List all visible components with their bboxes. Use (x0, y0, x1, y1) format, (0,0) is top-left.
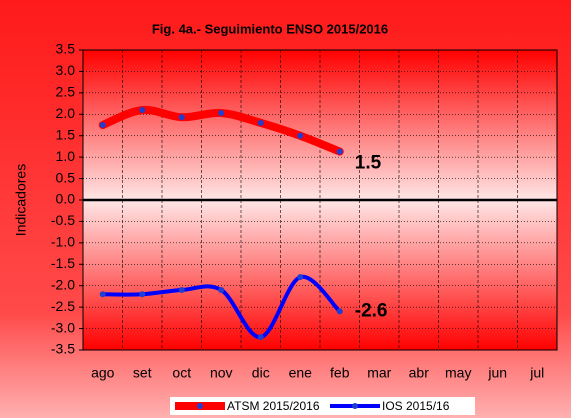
point (178, 287, 185, 293)
y-tick-label: 0.0 (56, 191, 76, 207)
legend-label: ATSM 2015/2016 (227, 399, 320, 413)
legend-label: IOS 2015/16 (382, 399, 450, 413)
point (218, 110, 225, 116)
y-tick-label: -0.5 (51, 212, 75, 228)
y-tick-label: -1.5 (51, 255, 75, 271)
x-tick-label: set (133, 365, 152, 381)
y-tick-label: -2.5 (51, 298, 75, 314)
x-tick-label: mar (367, 365, 391, 381)
point (139, 107, 146, 113)
point (139, 291, 146, 298)
y-tick-label: -1.0 (51, 234, 75, 250)
y-tick-label: 1.0 (56, 148, 76, 164)
point (178, 114, 185, 121)
y-tick-label: 0.5 (56, 169, 76, 185)
point (336, 308, 343, 315)
y-axis-label: Indicadores (13, 164, 29, 236)
y-tick-label: -3.5 (51, 341, 75, 357)
annotation: 1.5 (355, 153, 382, 174)
legend-marker (197, 403, 203, 409)
x-tick-label: abr (409, 365, 430, 381)
legend-marker (352, 403, 358, 409)
legend-box (170, 397, 475, 415)
point (99, 291, 106, 298)
point (257, 334, 264, 341)
point (257, 119, 264, 126)
x-tick-label: oct (172, 365, 191, 381)
annotation: -2.6 (355, 300, 388, 321)
y-tick-label: 3.0 (56, 62, 76, 78)
point (297, 274, 304, 281)
x-tick-label: dic (252, 365, 270, 381)
chart-title: Fig. 4a.- Seguimiento ENSO 2015/2016 (152, 21, 388, 36)
y-tick-label: -3.0 (51, 319, 75, 335)
point (336, 148, 343, 155)
y-tick-label: 1.5 (56, 126, 76, 142)
x-tick-label: nov (210, 365, 233, 381)
y-tick-label: -2.0 (51, 276, 75, 292)
x-tick-label: feb (330, 365, 350, 381)
y-tick-label: 2.5 (56, 84, 76, 100)
x-tick-label: may (445, 365, 471, 381)
x-tick-label: ene (289, 365, 313, 381)
y-tick-label: 3.5 (56, 41, 76, 57)
x-tick-label: jun (487, 365, 507, 381)
y-tick-label: 2.0 (56, 105, 76, 121)
point (297, 132, 304, 139)
point (99, 122, 106, 128)
x-tick-label: jul (529, 365, 544, 381)
point (218, 287, 225, 293)
x-tick-label: ago (91, 365, 115, 381)
